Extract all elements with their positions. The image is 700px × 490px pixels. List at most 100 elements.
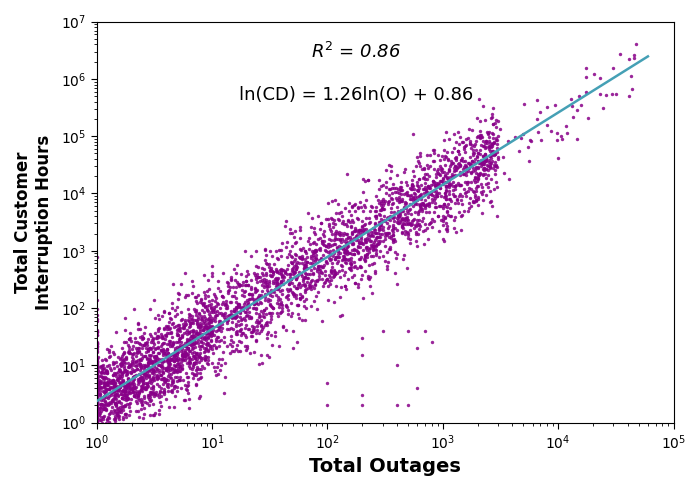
Point <box>91 376 102 384</box>
Point <box>378 205 389 213</box>
Point <box>438 147 449 154</box>
Point <box>267 292 278 299</box>
Point <box>111 406 122 414</box>
Point <box>172 359 183 367</box>
Point <box>398 215 409 223</box>
Point <box>410 190 421 197</box>
Point <box>99 373 111 381</box>
Point <box>301 295 312 303</box>
Point <box>351 214 362 222</box>
Point <box>433 180 444 188</box>
Point <box>245 313 256 320</box>
Point <box>242 281 253 289</box>
Point <box>112 375 123 383</box>
Point <box>410 196 421 204</box>
Point <box>234 301 245 309</box>
Point <box>264 296 275 304</box>
Point <box>140 371 151 379</box>
Point <box>320 271 331 279</box>
Point <box>153 324 164 332</box>
Point <box>155 346 167 354</box>
Point <box>91 361 102 369</box>
Point <box>340 282 351 290</box>
Point <box>475 159 486 167</box>
Point <box>114 398 125 406</box>
Point <box>345 254 356 262</box>
Point <box>94 411 105 419</box>
Point <box>183 359 195 367</box>
Point <box>391 196 402 204</box>
Point <box>467 167 478 175</box>
Point <box>489 139 500 147</box>
Point <box>231 278 242 286</box>
Point <box>400 165 411 172</box>
Point <box>423 220 434 228</box>
Point <box>250 246 261 254</box>
Point <box>297 282 308 290</box>
Point <box>143 395 154 403</box>
Point <box>113 412 125 420</box>
Point <box>167 377 178 385</box>
Point <box>118 376 129 384</box>
Point <box>423 235 434 243</box>
Point <box>209 303 220 311</box>
Point <box>97 366 108 373</box>
Point <box>449 193 460 200</box>
Point <box>197 323 209 331</box>
Point <box>342 248 353 256</box>
Point <box>491 134 502 142</box>
Point <box>333 228 344 236</box>
Point <box>478 164 489 172</box>
Point <box>209 308 220 316</box>
Point <box>262 295 273 303</box>
Point <box>412 210 423 218</box>
Point <box>104 361 115 369</box>
Point <box>363 274 374 282</box>
Point <box>178 321 190 329</box>
Point <box>149 376 160 384</box>
Point <box>260 310 272 318</box>
Point <box>435 156 446 164</box>
Point <box>286 252 297 260</box>
Point <box>152 380 163 388</box>
Point <box>125 382 136 390</box>
Point <box>379 257 391 265</box>
Point <box>150 353 162 361</box>
Point <box>148 362 160 370</box>
Point <box>489 185 500 193</box>
Point <box>344 259 356 267</box>
Point <box>226 315 237 322</box>
Point <box>306 302 317 310</box>
Point <box>328 236 339 244</box>
Point <box>318 240 329 248</box>
Point <box>415 195 426 203</box>
Point <box>197 299 208 307</box>
Point <box>186 369 197 377</box>
Point <box>124 379 135 387</box>
Point <box>335 235 346 243</box>
Point <box>201 317 212 324</box>
Point <box>284 286 295 294</box>
Point <box>117 416 128 423</box>
Point <box>92 367 104 375</box>
Point <box>91 419 102 427</box>
Point <box>148 348 159 356</box>
Point <box>104 364 116 372</box>
Point <box>440 152 451 160</box>
Point <box>91 408 102 416</box>
Point <box>152 375 163 383</box>
Point <box>216 320 228 328</box>
Point <box>293 310 304 318</box>
Point <box>183 381 194 389</box>
Point <box>606 90 617 98</box>
Point <box>410 230 421 238</box>
Point <box>176 315 188 322</box>
Point <box>300 262 311 270</box>
Point <box>286 259 297 267</box>
Point <box>118 403 130 411</box>
Point <box>147 400 158 408</box>
Point <box>256 321 267 329</box>
Point <box>134 366 146 373</box>
Point <box>176 384 187 392</box>
Point <box>478 142 489 150</box>
